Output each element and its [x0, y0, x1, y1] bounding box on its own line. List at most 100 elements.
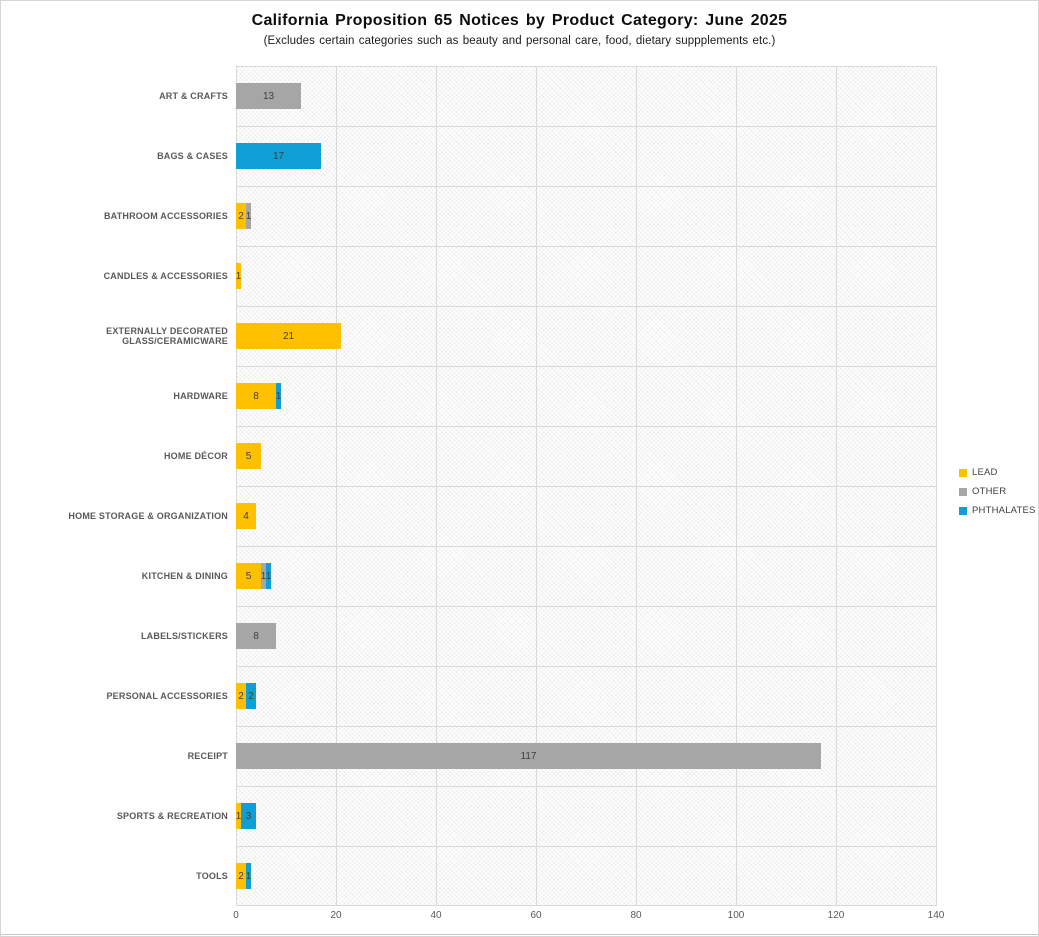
horizontal-gridline [236, 366, 936, 367]
value-axis: 0 20 40 60 80 100 120 140 [1, 910, 1038, 926]
bar-segment-phthalates: 3 [241, 803, 256, 829]
bar-segment-other: 13 [236, 83, 301, 109]
bar-segment-lead: 2 [236, 203, 246, 229]
category-label: EXTERNALLY DECORATED GLASS/CERAMICWARE [106, 326, 228, 346]
x-tick-label: 40 [430, 910, 442, 921]
bar-row: 17 [236, 143, 321, 169]
horizontal-gridline [236, 726, 936, 727]
bar-segment-lead: 8 [236, 383, 276, 409]
bar-value-label: 1 [235, 810, 242, 822]
x-tick-label: 20 [330, 910, 342, 921]
bar-segment-phthalates: 1 [266, 563, 271, 589]
bar-segment-phthalates: 17 [236, 143, 321, 169]
category-label: TOOLS [196, 871, 228, 881]
category-label: BAGS & CASES [157, 151, 228, 161]
bar-value-label: 1 [235, 270, 242, 282]
category-label: RECEIPT [187, 751, 228, 761]
horizontal-gridline [236, 246, 936, 247]
horizontal-gridline [236, 126, 936, 127]
bar-segment-other: 117 [236, 743, 821, 769]
bar-segment-phthalates: 1 [276, 383, 281, 409]
category-label: HOME DÉCOR [163, 451, 228, 461]
horizontal-gridline [236, 606, 936, 607]
category-label: CANDLES & ACCESSORIES [103, 271, 228, 281]
bar-value-label: 2 [238, 210, 244, 222]
bar-segment-other: 8 [236, 623, 276, 649]
horizontal-gridline [236, 846, 936, 847]
legend-item: PHTHALATES [959, 505, 1036, 516]
bar-value-label: 1 [245, 210, 252, 222]
bar-value-label: 8 [253, 630, 259, 642]
horizontal-gridline [236, 186, 936, 187]
chart-subtitle: (Excludes certain categories such as bea… [263, 35, 776, 47]
chart-title: California Proposition 65 Notices by Pro… [251, 12, 788, 29]
bar-row: 8 [236, 623, 276, 649]
bar-segment-lead: 21 [236, 323, 341, 349]
bottom-edge-line [1, 934, 1038, 935]
category-label: PERSONAL ACCESSORIES [106, 691, 228, 701]
x-tick-label: 100 [727, 910, 745, 921]
plot-area: 13 17 2 1 1 21 8 1 5 4 5 1 1 8 2 2 117 1 3 2 1 [236, 66, 937, 906]
bar-segment-lead: 5 [236, 443, 261, 469]
bar-value-label: 17 [272, 150, 285, 162]
category-label: LABELS/STICKERS [140, 631, 228, 641]
bar-row: 13 [236, 83, 301, 109]
legend-swatch-other [959, 487, 967, 496]
bar-segment-other: 1 [261, 563, 266, 589]
bar-value-label: 1 [260, 570, 267, 582]
x-tick-label: 140 [927, 910, 945, 921]
legend-label: PHTHALATES [972, 505, 1036, 516]
bar-segment-lead: 4 [236, 503, 256, 529]
bar-segment-phthalates: 1 [246, 863, 251, 889]
legend-item: OTHER [959, 486, 1036, 497]
horizontal-gridline [236, 786, 936, 787]
legend-swatch-lead [959, 468, 967, 477]
bar-value-label: 5 [245, 570, 252, 582]
category-label: SPORTS & RECREATION [116, 811, 228, 821]
horizontal-gridline [236, 426, 936, 427]
bar-segment-lead: 1 [236, 803, 241, 829]
legend-label: OTHER [972, 486, 1007, 497]
bar-row: 4 [236, 503, 256, 529]
category-axis: ART & CRAFTS BAGS & CASES BATHROOM ACCESSO… [1, 66, 228, 906]
bar-value-label: 13 [262, 90, 275, 102]
horizontal-gridline [236, 486, 936, 487]
bar-value-label: 5 [245, 450, 252, 462]
legend-label: LEAD [972, 467, 998, 478]
legend-item: LEAD [959, 467, 1036, 478]
bar-segment-lead: 2 [236, 863, 246, 889]
bar-row: 1 [236, 263, 241, 289]
horizontal-gridline [236, 66, 936, 67]
x-tick-label: 60 [530, 910, 542, 921]
category-label: HOME STORAGE & ORGANIZATION [68, 511, 228, 521]
bar-value-label: 2 [238, 690, 244, 702]
horizontal-gridline [236, 666, 936, 667]
bar-row: 21 [236, 323, 341, 349]
legend: LEAD OTHER PHTHALATES [959, 467, 1036, 524]
category-label: BATHROOM ACCESSORIES [103, 211, 228, 221]
bar-value-label: 1 [245, 870, 252, 882]
bar-value-label: 4 [243, 510, 249, 522]
bar-segment-lead: 2 [236, 683, 246, 709]
bar-segment-lead: 5 [236, 563, 261, 589]
bar-segment-lead: 1 [236, 263, 241, 289]
bar-row: 5 [236, 443, 261, 469]
x-tick-label: 0 [233, 910, 239, 921]
bar-value-label: 2 [248, 690, 254, 702]
horizontal-gridline [236, 546, 936, 547]
category-label: KITCHEN & DINING [141, 571, 228, 581]
category-label: HARDWARE [173, 391, 228, 401]
horizontal-gridline [236, 905, 936, 906]
category-label: ART & CRAFTS [159, 91, 228, 101]
bar-segment-other: 1 [246, 203, 251, 229]
bar-row: 117 [236, 743, 821, 769]
bar-value-label: 1 [265, 570, 272, 582]
bar-value-label: 3 [245, 810, 252, 822]
